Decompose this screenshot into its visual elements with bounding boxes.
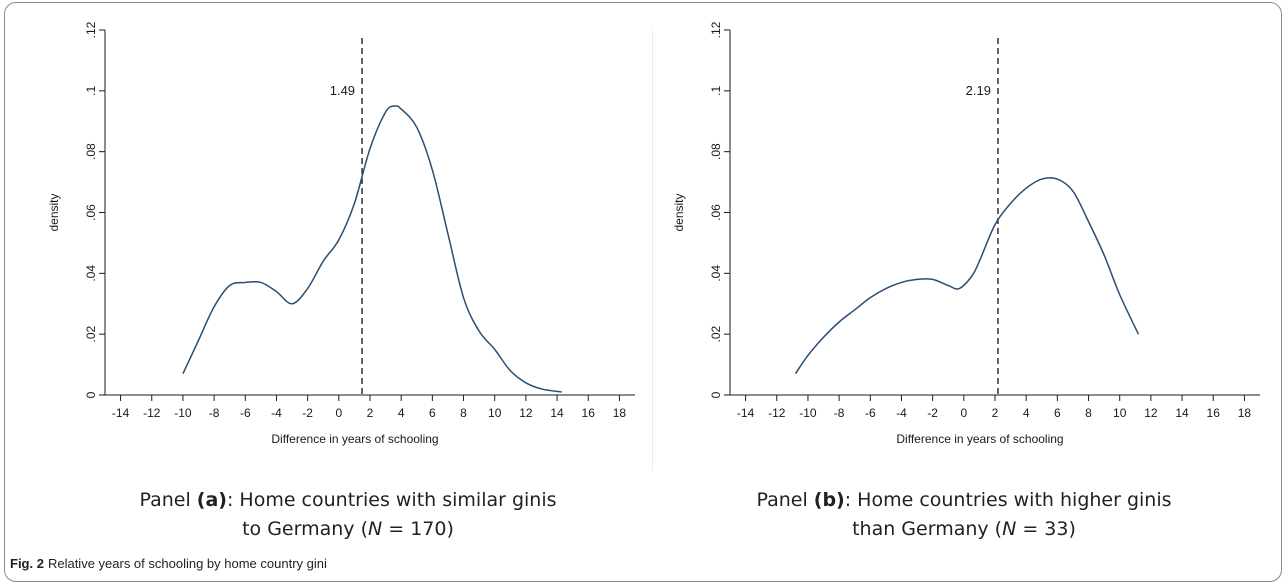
y-tick-label: .1 [709, 86, 723, 96]
x-tick-label: 16 [1207, 406, 1221, 420]
figure-caption-text: Relative years of schooling by home coun… [47, 556, 327, 571]
y-tick-label: .04 [709, 265, 723, 282]
x-tick-label: -10 [799, 406, 817, 420]
x-tick-label: 0 [335, 406, 342, 420]
reference-line-label: 2.19 [966, 83, 991, 98]
panel-a-n-label: N [368, 518, 383, 540]
panel-a-caption: Panel (a): Home countries with similar g… [48, 486, 648, 544]
panel-a-caption-line2: to Germany (N = 170) [242, 518, 454, 540]
panel-b-letter: (b) [813, 489, 845, 511]
x-tick-label: 6 [1054, 406, 1061, 420]
y-tick-label: 0 [709, 391, 723, 398]
x-tick-label: -10 [174, 406, 192, 420]
x-tick-label: -12 [143, 406, 161, 420]
figure-label: Fig. 2 [10, 556, 44, 571]
y-tick-label: .08 [84, 143, 98, 160]
x-tick-label: -12 [768, 406, 786, 420]
x-axis-title: Difference in years of schooling [271, 432, 438, 446]
panel-divider [652, 30, 653, 470]
y-tick-label: .1 [84, 86, 98, 96]
x-tick-label: 18 [1238, 406, 1252, 420]
x-tick-label: -8 [209, 406, 220, 420]
panel-b-n-label: N [1002, 518, 1017, 540]
panel-b-caption-line1: Panel (b): Home countries with higher gi… [756, 489, 1172, 511]
panel-b-caption: Panel (b): Home countries with higher gi… [664, 486, 1264, 544]
density-curve [794, 176, 1140, 375]
panel-a-caption-line1: Panel (a): Home countries with similar g… [139, 489, 557, 511]
y-tick-label: .12 [709, 21, 723, 38]
x-tick-label: -8 [834, 406, 845, 420]
y-axis-title: density [672, 193, 686, 231]
y-tick-label: .06 [84, 204, 98, 221]
x-tick-label: 10 [488, 406, 502, 420]
density-curve [182, 105, 562, 393]
panel-a-letter: (a) [196, 489, 227, 511]
x-tick-label: 18 [613, 406, 627, 420]
x-tick-label: 14 [550, 406, 564, 420]
x-tick-label: -4 [896, 406, 907, 420]
panel-b-caption-line2: than Germany (N = 33) [852, 518, 1076, 540]
y-tick-label: .08 [709, 143, 723, 160]
x-tick-label: -4 [271, 406, 282, 420]
x-tick-label: 12 [519, 406, 533, 420]
x-tick-label: 2 [992, 406, 999, 420]
reference-line-label: 1.49 [330, 83, 355, 98]
x-axis-title: Difference in years of schooling [896, 432, 1063, 446]
x-tick-label: 10 [1113, 406, 1127, 420]
x-tick-label: 16 [582, 406, 596, 420]
y-tick-label: 0 [84, 391, 98, 398]
x-tick-label: -6 [240, 406, 251, 420]
chart-panel-a: 0 .02 .04 .06 .08 .1 .12 -14 -12 -10 -8 -6 -4 -2 0 2 4 6 8… [47, 21, 635, 446]
x-tick-label: -14 [737, 406, 755, 420]
x-tick-label: 14 [1175, 406, 1189, 420]
x-tick-label: 8 [460, 406, 467, 420]
x-tick-label: 0 [960, 406, 967, 420]
x-tick-label: 6 [429, 406, 436, 420]
y-tick-label: .06 [709, 204, 723, 221]
figure-frame [4, 2, 1282, 582]
x-tick-label: -6 [865, 406, 876, 420]
y-tick-label: .02 [84, 326, 98, 343]
x-tick-label: 12 [1144, 406, 1158, 420]
x-tick-label: 2 [367, 406, 374, 420]
x-tick-label: 4 [398, 406, 405, 420]
y-tick-label: .04 [84, 265, 98, 282]
chart-panel-b: 0 .02 .04 .06 .08 .1 .12 -14 -12 -10 -8 -6 -4 -2 0 2 4 6 8… [672, 21, 1260, 446]
x-tick-label: 4 [1023, 406, 1030, 420]
x-tick-label: -14 [112, 406, 130, 420]
figure-caption: Fig. 2 Relative years of schooling by hom… [10, 556, 327, 571]
y-tick-label: .02 [709, 326, 723, 343]
y-axis-title: density [47, 193, 61, 231]
y-tick-label: .12 [84, 21, 98, 38]
x-tick-label: -2 [302, 406, 313, 420]
x-tick-label: 8 [1085, 406, 1092, 420]
x-tick-label: -2 [927, 406, 938, 420]
